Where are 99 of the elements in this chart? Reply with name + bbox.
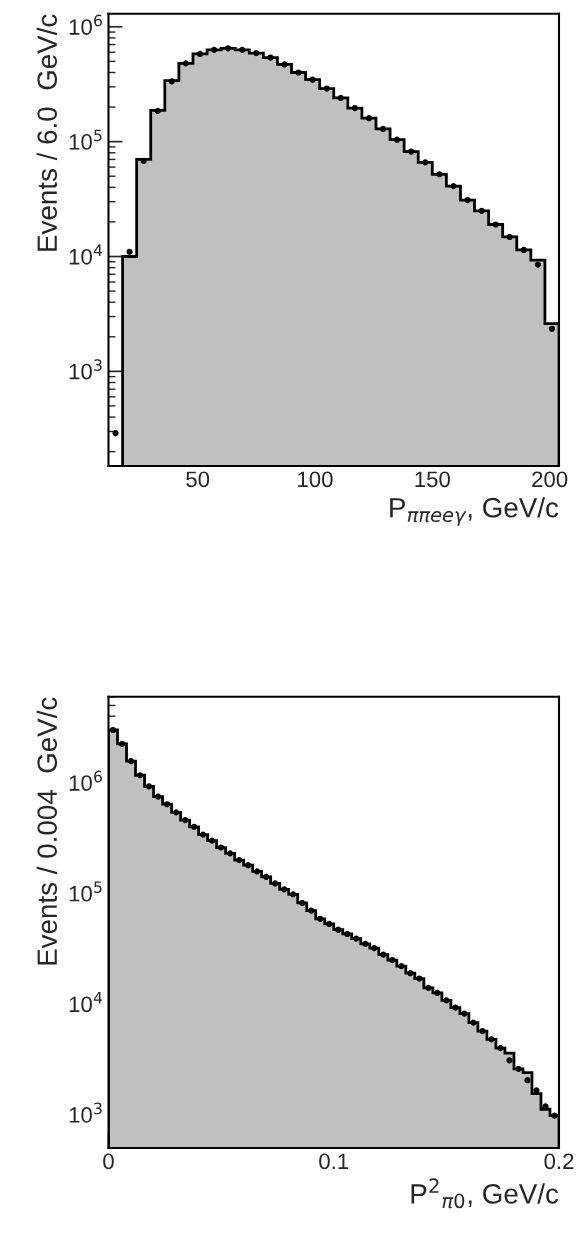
point	[551, 1112, 558, 1119]
point	[362, 940, 369, 947]
point	[295, 69, 302, 76]
point	[379, 125, 387, 133]
point	[281, 886, 288, 893]
point	[308, 907, 315, 914]
point	[443, 997, 450, 1004]
y-tick-label: 10$^{6}$	[69, 14, 102, 35]
point	[254, 868, 261, 875]
point	[127, 758, 135, 765]
x-tick-label: 0	[103, 1153, 114, 1170]
x-tick-label: 0.1	[319, 1153, 349, 1170]
point	[488, 1036, 495, 1043]
point	[154, 107, 161, 115]
point	[218, 844, 225, 851]
point	[163, 801, 171, 808]
point	[326, 920, 333, 928]
point	[394, 136, 401, 143]
point	[335, 926, 342, 933]
point	[140, 157, 147, 164]
y-tick-label: 10$^{4}$	[69, 244, 103, 265]
point	[253, 50, 260, 57]
y-axis-title: Events / 6.0 GeV/c	[36, 14, 58, 251]
x-tick-label: 0.2	[544, 1153, 574, 1170]
point	[299, 899, 306, 907]
point	[436, 171, 443, 178]
y-tick-label: 10$^{5}$	[69, 881, 102, 902]
point	[290, 891, 297, 898]
point	[209, 837, 216, 844]
point	[190, 823, 198, 830]
point	[407, 970, 414, 977]
point	[520, 246, 527, 254]
point	[236, 857, 243, 864]
point	[353, 935, 360, 942]
point	[461, 1010, 468, 1017]
point	[145, 783, 153, 790]
point	[267, 54, 274, 61]
point	[422, 159, 429, 166]
y-tick-label: 10$^{5}$	[69, 129, 102, 150]
point	[323, 85, 330, 92]
point	[548, 325, 556, 332]
point	[344, 930, 351, 938]
point	[182, 60, 190, 67]
point	[398, 963, 405, 970]
point	[515, 1065, 522, 1072]
point	[281, 61, 288, 68]
point	[136, 772, 144, 779]
point	[200, 831, 207, 838]
point	[239, 46, 246, 53]
point	[464, 196, 471, 204]
point	[506, 1057, 513, 1064]
point	[245, 862, 252, 869]
point	[408, 148, 415, 155]
point	[524, 1077, 531, 1084]
point	[112, 430, 119, 437]
point	[351, 104, 358, 112]
point	[470, 1019, 477, 1026]
point	[181, 817, 189, 824]
point	[534, 261, 541, 268]
x-tick-label: 100	[298, 471, 333, 488]
point	[126, 248, 133, 255]
point	[425, 984, 432, 991]
point	[172, 809, 180, 816]
point	[478, 207, 485, 214]
x-axis-title: P$_{ππeeγ}$, GeV/c	[390, 497, 559, 526]
point	[225, 45, 232, 52]
x-axis-title: P$^{2}$$_{π0}$, GeV/c	[411, 1178, 559, 1209]
point	[272, 880, 279, 887]
point	[210, 46, 218, 53]
point	[479, 1027, 486, 1035]
point	[309, 76, 316, 83]
point	[227, 850, 234, 857]
point	[416, 975, 423, 982]
point	[154, 793, 162, 800]
point	[450, 183, 457, 190]
point	[168, 78, 175, 85]
point	[497, 1044, 504, 1052]
x-tick-label: 150	[415, 471, 450, 488]
y-tick-label: 10$^{4}$	[69, 992, 103, 1013]
x-tick-label: 200	[532, 471, 568, 488]
point	[118, 740, 126, 747]
y-tick-label: 10$^{6}$	[69, 770, 102, 791]
point	[533, 1087, 540, 1094]
point	[492, 221, 499, 228]
y-tick-label: 10$^{3}$	[69, 359, 102, 380]
point	[452, 1004, 459, 1011]
point	[317, 915, 324, 922]
x-tick-label: 50	[186, 471, 210, 488]
y-tick-label: 10$^{3}$	[69, 1102, 102, 1123]
point	[371, 945, 378, 952]
point	[506, 233, 513, 241]
point	[365, 115, 373, 122]
point	[337, 94, 344, 102]
point	[389, 956, 396, 964]
point	[380, 951, 387, 958]
point	[196, 50, 204, 58]
point	[263, 873, 270, 881]
y-axis-title: Events / 0.004 GeV/c	[36, 697, 58, 965]
point	[434, 989, 441, 997]
